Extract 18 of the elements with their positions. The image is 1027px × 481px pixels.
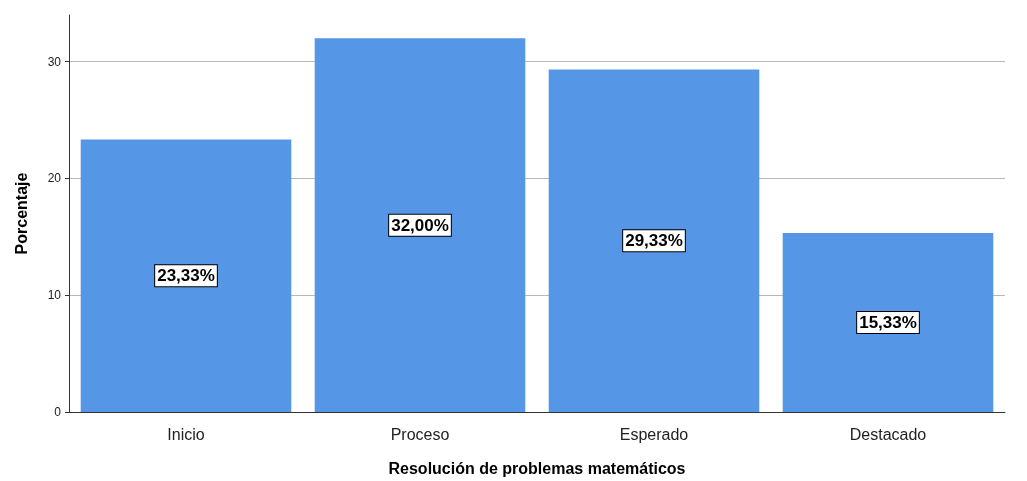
y-tick-label: 30 (47, 54, 62, 69)
x-tick-label: Inicio (167, 425, 205, 443)
x-axis-title: Resolución de problemas matemáticos (388, 459, 686, 477)
data-label: 32,00% (391, 215, 449, 235)
y-tick-label: 0 (54, 405, 62, 419)
data-label: 29,33% (625, 231, 683, 251)
data-label: 23,33% (157, 266, 215, 286)
bar (782, 233, 994, 412)
x-tick-label: Proceso (390, 425, 450, 443)
bar (548, 69, 760, 412)
y-axis-title: Porcentaje (12, 172, 30, 255)
bar (314, 38, 526, 412)
data-label: 15,33% (859, 313, 917, 332)
bar (80, 139, 292, 412)
x-tick-label: Esperado (619, 425, 689, 443)
y-tick-label: 20 (47, 171, 62, 186)
x-tick-label: Destacado (849, 425, 927, 443)
y-tick-label: 10 (47, 288, 62, 303)
